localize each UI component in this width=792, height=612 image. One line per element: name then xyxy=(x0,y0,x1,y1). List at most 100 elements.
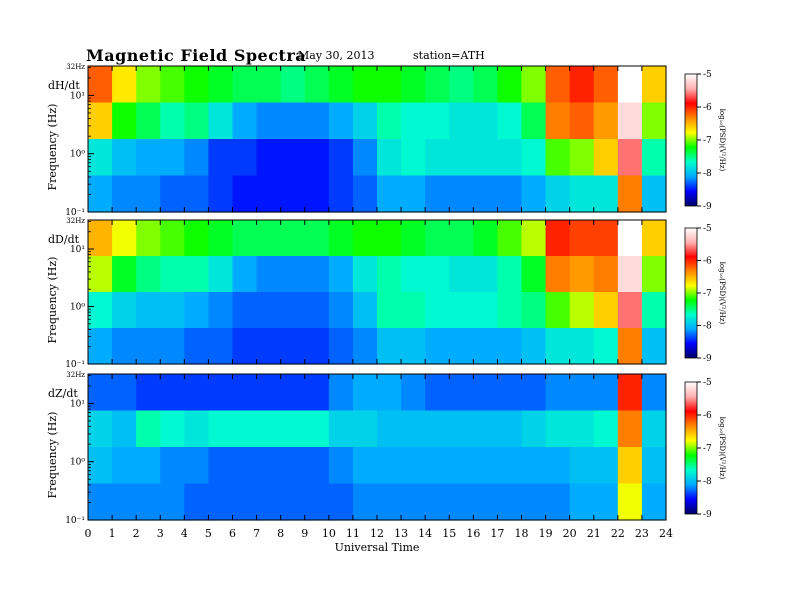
x-tick-label: 7 xyxy=(253,527,260,540)
x-tick-label: 11 xyxy=(346,527,360,540)
spectrogram-cell xyxy=(112,410,137,448)
spectrogram-cell xyxy=(641,175,667,213)
spectrogram-cell xyxy=(449,175,474,213)
spectrogram-cell xyxy=(208,483,234,521)
spectrogram-cell xyxy=(377,256,402,293)
spectrogram-cell xyxy=(256,256,282,293)
spectrogram-cell xyxy=(280,374,306,412)
spectrogram-cell xyxy=(112,220,137,257)
spectrogram-cell xyxy=(425,66,450,104)
spectrogram-cell xyxy=(473,256,499,293)
spectrogram-cell xyxy=(617,447,643,485)
x-tick-label: 15 xyxy=(442,527,456,540)
spectrogram-cell xyxy=(88,410,113,448)
spectrogram-cell xyxy=(377,292,402,329)
spectrogram-cell xyxy=(160,139,185,177)
spectrogram-cell xyxy=(352,447,378,485)
spectrogram-cell xyxy=(208,102,234,140)
spectrogram-cell xyxy=(377,374,402,412)
spectrogram-cell xyxy=(425,292,450,329)
spectrogram-cell xyxy=(256,447,282,485)
spectrogram-cell xyxy=(569,483,595,521)
spectrogram-cell xyxy=(136,447,161,485)
colorbar-label: log₁₀(PSD)(V²/Hz) xyxy=(718,417,726,480)
spectrogram-cell xyxy=(136,256,161,293)
spectrogram-cell xyxy=(401,447,426,485)
spectrogram-cell xyxy=(184,256,210,293)
spectrogram-cell xyxy=(545,220,571,257)
x-tick-label: 5 xyxy=(205,527,212,540)
colorbar xyxy=(684,381,698,515)
spectrogram-cell xyxy=(545,66,571,104)
spectrogram-cell xyxy=(160,256,185,293)
spectrogram-cell xyxy=(593,220,619,257)
spectrogram-cell xyxy=(352,102,378,140)
spectrogram-cell xyxy=(352,139,378,177)
spectrogram-cell xyxy=(569,66,595,104)
spectrogram-cell xyxy=(641,66,667,104)
spectrogram-cell xyxy=(521,66,547,104)
spectrogram-cell xyxy=(160,220,185,257)
y-tick-label: 32Hz xyxy=(66,63,85,71)
y-axis-label: Frequency (Hz) xyxy=(46,257,59,344)
spectrogram-cell xyxy=(160,328,185,365)
spectrogram-cell xyxy=(401,256,426,293)
colorbar-tick-label: -5 xyxy=(703,378,712,388)
component-label: dH/dt xyxy=(48,79,80,92)
spectrogram-cell xyxy=(256,102,282,140)
y-tick-label: 10⁰ xyxy=(70,458,85,468)
spectrogram-cell xyxy=(641,447,667,485)
spectrogram-cell xyxy=(328,292,354,329)
spectrogram-cell xyxy=(304,483,330,521)
spectrogram-cell xyxy=(641,102,667,140)
spectrogram-cell xyxy=(377,220,402,257)
spectrogram-cell xyxy=(304,220,330,257)
spectrogram-cell xyxy=(112,256,137,293)
spectrogram-cell xyxy=(232,256,258,293)
spectrogram-cell xyxy=(208,410,234,448)
x-axis-label: Universal Time xyxy=(335,541,420,554)
spectrogram-cell xyxy=(545,139,571,177)
spectrogram-cell xyxy=(88,374,113,412)
spectrogram-cell xyxy=(112,374,137,412)
spectrogram-cell xyxy=(401,410,426,448)
y-tick-label: 10⁻¹ xyxy=(65,360,85,370)
spectrogram-cell xyxy=(208,447,234,485)
colorbar-tick-label: -7 xyxy=(703,136,712,146)
spectrogram-cell xyxy=(449,483,474,521)
colorbar-tick-label: -6 xyxy=(703,103,712,113)
spectrogram-cell xyxy=(280,483,306,521)
x-tick-label: 17 xyxy=(490,527,504,540)
spectrogram-cell xyxy=(208,292,234,329)
spectrogram-cell xyxy=(473,410,499,448)
spectrogram-cell xyxy=(569,220,595,257)
colorbar-label: log₁₀(PSD)(V²/Hz) xyxy=(718,262,726,325)
y-tick-label: 10⁻¹ xyxy=(65,516,85,526)
x-tick-label: 9 xyxy=(301,527,308,540)
spectrogram-cell xyxy=(256,175,282,213)
spectrogram-cell xyxy=(425,328,450,365)
spectrogram-cell xyxy=(232,410,258,448)
spectrogram-cell xyxy=(136,410,161,448)
spectrogram-cell xyxy=(569,292,595,329)
spectrogram-cell xyxy=(88,139,113,177)
spectrogram-cell xyxy=(328,175,354,213)
spectrogram-cell xyxy=(521,102,547,140)
spectrogram-cell xyxy=(184,175,210,213)
spectrogram-cell xyxy=(136,175,161,213)
spectrogram-cell xyxy=(160,410,185,448)
y-tick-label: 10⁰ xyxy=(70,303,85,313)
spectrogram-cell xyxy=(449,66,474,104)
spectrogram-cell xyxy=(184,139,210,177)
x-tick-label: 22 xyxy=(611,527,625,540)
spectrogram-cell xyxy=(473,102,499,140)
spectrogram-cell xyxy=(184,102,210,140)
colorbar-tick-label: -8 xyxy=(703,169,712,179)
spectrogram-cell xyxy=(136,292,161,329)
spectrogram-cell xyxy=(521,410,547,448)
spectrogram-cell xyxy=(521,175,547,213)
spectrogram-cell xyxy=(593,256,619,293)
spectrogram-cell xyxy=(425,175,450,213)
spectrogram-cell xyxy=(593,102,619,140)
